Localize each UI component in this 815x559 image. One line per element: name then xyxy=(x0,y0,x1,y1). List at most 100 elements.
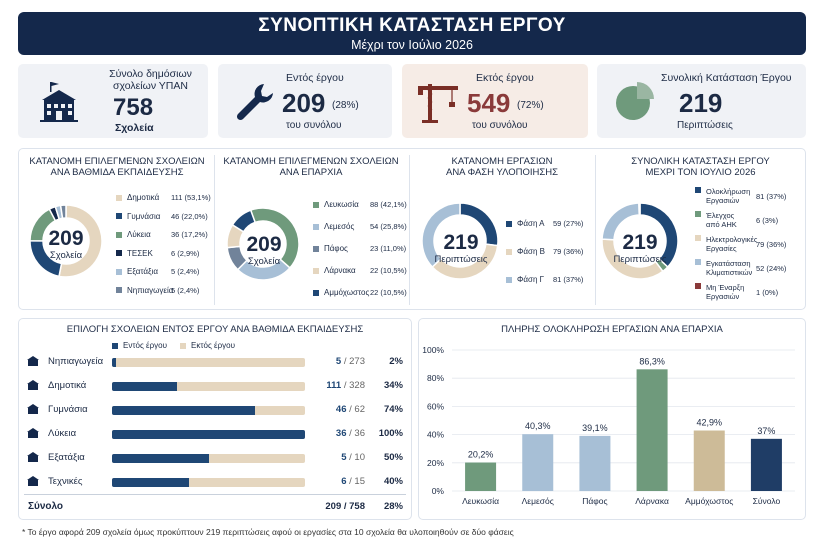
legend-item: Λεμεσός xyxy=(313,222,354,231)
legend-label: Φάση Γ xyxy=(517,275,545,284)
legend-value: 22 (10,5%) xyxy=(370,288,407,297)
bars-total-label: Σύνολο xyxy=(28,501,64,512)
legend-swatch xyxy=(116,194,122,201)
bar-frac-label: 6 / 15 xyxy=(341,476,365,487)
kpi-overall-label: Συνολική Κατάσταση Έργου xyxy=(661,72,792,84)
x-tick-label: Σύνολο xyxy=(753,496,781,506)
book-icon xyxy=(26,427,40,439)
kpi-in-label: Εντός έργου xyxy=(286,72,344,84)
legend-label: Λεμεσός xyxy=(324,222,355,231)
legend-swatch xyxy=(116,231,122,238)
kpi-card-out-project: Εκτός έργου 549 (72%) του συνόλου xyxy=(402,64,588,138)
kpi-total-label-1: Σύνολο δημόσιων xyxy=(109,68,192,80)
legend-value: 36 (17,2%) xyxy=(171,230,208,239)
bar-track xyxy=(112,358,305,367)
x-tick-label: Λάρνακα xyxy=(635,496,669,506)
legend-label: ΤΕΣΕΚ xyxy=(127,248,153,258)
y-tick-label: 80% xyxy=(427,373,444,383)
legend-item: Νηπιαγωγεία xyxy=(116,286,173,295)
column-value-label: 86,3% xyxy=(639,356,665,366)
y-tick-label: 0% xyxy=(432,486,445,496)
legend-swatch xyxy=(116,268,122,275)
kpi-card-overall: Συνολική Κατάσταση Έργου 219 Περιπτώσεις xyxy=(597,64,806,138)
legend-value: 111 (53,1%) xyxy=(171,193,211,202)
bar-fill-in xyxy=(112,454,209,463)
legend-item: Δημοτικά xyxy=(116,193,159,202)
legend-value: 22 (10,5%) xyxy=(370,266,407,275)
legend-swatch xyxy=(695,211,701,217)
bar-row-label: Εξατάξια xyxy=(26,451,85,463)
legend-swatch xyxy=(695,235,701,241)
legend-swatch xyxy=(313,201,319,208)
column-value-label: 20,2% xyxy=(468,450,494,460)
kpi-overall-value: 219 xyxy=(679,88,723,118)
legend-label: Φάση Β xyxy=(517,247,545,256)
legend-item: Ηλεκτρολογικές Εργασίες xyxy=(695,235,757,253)
bars-total-pct: 28% xyxy=(383,501,403,512)
donut2-center: 209 Σχολεία xyxy=(246,233,282,268)
kpi-out-pct: (72%) xyxy=(517,100,544,111)
column-panel-title: ΠΛΗΡΗΣ ΟΛΟΚΛΗΡΩΣΗ ΕΡΓΑΣΙΩΝ ΑΝΑ ΕΠΑΡΧΙΑ xyxy=(501,324,723,335)
x-tick-label: Αμμόχωστος xyxy=(685,496,733,506)
column-bar xyxy=(465,462,497,491)
legend-value: 46 (22,0%) xyxy=(171,211,208,221)
legend-label: Φάση Α xyxy=(517,219,545,228)
legend-value: 81 (37%) xyxy=(553,275,584,284)
school-icon xyxy=(40,82,78,122)
column-value-label: 39,1% xyxy=(582,423,608,433)
donut-slice xyxy=(59,204,67,220)
donut-slice xyxy=(231,209,257,233)
bar-row-label: Τεχνικές xyxy=(26,475,82,487)
bar-pct-label: 100% xyxy=(378,428,403,439)
crane-icon xyxy=(418,84,458,123)
kpi-out-value: 549 xyxy=(467,88,511,118)
bar-track xyxy=(112,406,305,415)
legend-label: Αμμόχωστος xyxy=(324,288,370,297)
legend-item: Μη Έναρξη Εργασιών xyxy=(695,283,744,301)
legend-label: Μη Έναρξη Εργασιών xyxy=(706,283,745,301)
legend-label: Πάφος xyxy=(324,244,348,253)
pie-icon xyxy=(616,82,654,120)
legend-item: Φάση Γ xyxy=(506,275,544,284)
wrench-icon xyxy=(236,84,273,121)
legend-swatch xyxy=(506,276,512,283)
x-tick-label: Πάφος xyxy=(582,496,607,506)
bar-fill-in xyxy=(112,406,256,415)
legend-item: Αμμόχωστος xyxy=(313,288,369,297)
legend-value: 5 (2,4%) xyxy=(171,267,200,276)
legend-swatch xyxy=(695,259,701,265)
school-icon xyxy=(26,355,40,367)
legend-item: Λύκεια xyxy=(116,230,151,239)
bar-pct-label: 40% xyxy=(383,476,403,487)
donut-slice xyxy=(58,204,103,278)
bar-pct-label: 74% xyxy=(383,404,403,415)
column-bar xyxy=(522,434,554,491)
legend-value: 88 (42,1%) xyxy=(370,200,407,209)
legend-swatch xyxy=(695,283,701,289)
donut2-title: ΚΑΤΑΝΟΜΗ ΕΠΙΛΕΓΜΕΝΩΝ ΣΧΟΛΕΙΩΝ ΑΝΑ ΕΠΑΡΧΙΑ xyxy=(223,156,399,178)
legend-value: 6 (2,9%) xyxy=(171,248,200,258)
kpi-card-total-schools: Σύνολο δημόσιων σχολείων ΥΠΑΝ 758 Σχολεί… xyxy=(18,64,208,138)
kpi-total-value: 758 xyxy=(113,94,154,121)
kpi-out-label: Εκτός έργου xyxy=(476,72,534,84)
donut-district xyxy=(226,207,300,281)
kpi-overall-sub: Περιπτώσεις xyxy=(677,120,733,131)
y-tick-label: 100% xyxy=(422,345,444,355)
column-bar xyxy=(636,369,668,491)
bar-frac-label: 36 / 36 xyxy=(335,428,365,439)
legend-item: Φάση Β xyxy=(506,247,545,256)
legend-label: Δημοτικά xyxy=(127,193,160,202)
legend-value: 23 (11,0%) xyxy=(370,244,407,253)
column-bar xyxy=(579,435,611,491)
legend-label: Λύκεια xyxy=(127,230,151,239)
legend-swatch xyxy=(313,267,319,274)
donut-overall-status xyxy=(601,202,679,280)
bar-fill-in xyxy=(112,382,178,391)
kpi-in-sub: του συνόλου xyxy=(286,120,342,131)
gear-icon xyxy=(26,475,40,487)
bar-row-label: Νηπιαγωγεία xyxy=(26,355,103,367)
legend-swatch xyxy=(695,187,701,193)
footnote: * Το έργο αφορά 209 σχολεία όμως προκύπτ… xyxy=(22,527,514,537)
